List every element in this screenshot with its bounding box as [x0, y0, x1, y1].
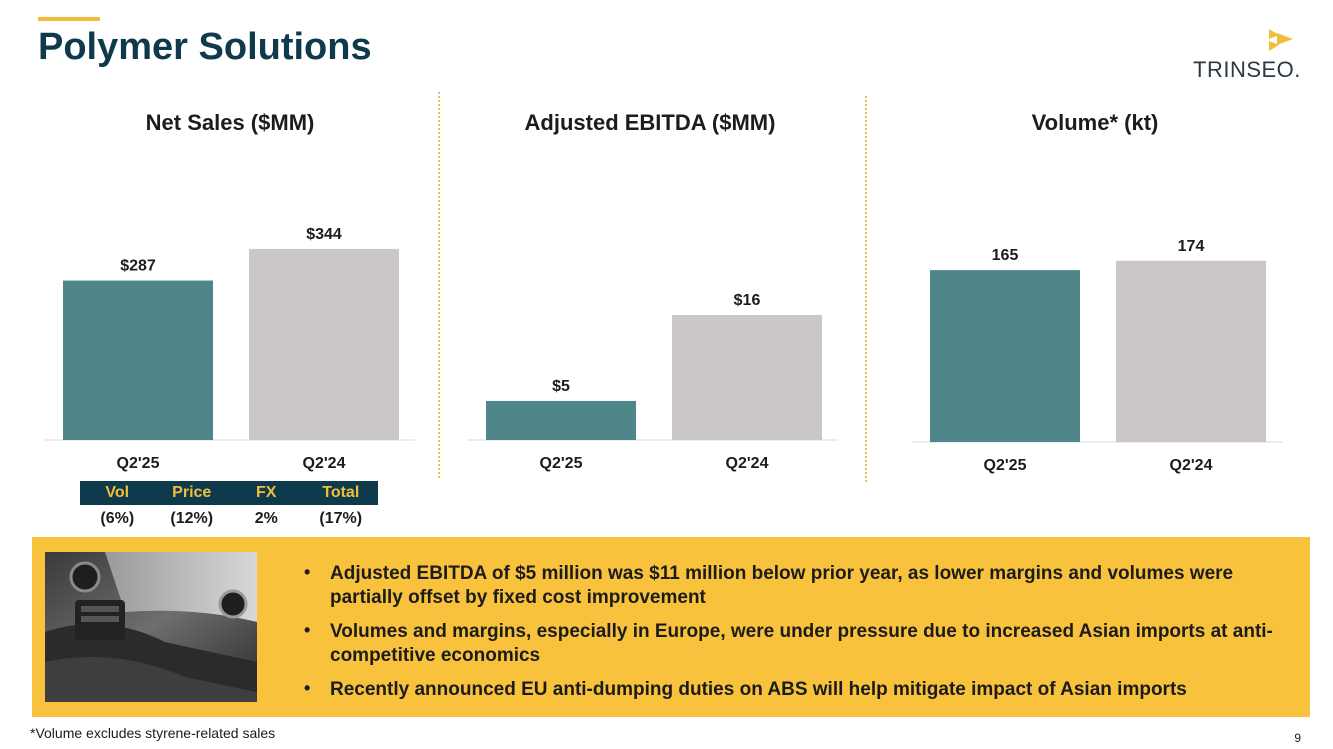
page-title: Polymer Solutions — [38, 26, 372, 68]
net-sales-category-label-0: Q2'25 — [117, 455, 160, 472]
ebitda-category-label-0: Q2'25 — [540, 455, 583, 472]
net-sales-bar-1 — [249, 248, 399, 440]
impact-value-vol: (6%) — [100, 510, 135, 527]
ebitda-chart: $5 Q2'25 $16 Q2'24 — [468, 292, 838, 472]
logo-text: TRINSEO. — [1193, 57, 1301, 82]
net-sales-title: Net Sales ($MM) — [145, 110, 315, 135]
impact-table-values: (6%) (12%) 2% (17%) — [80, 507, 378, 531]
volume-data-label-0: 165 — [992, 247, 1019, 264]
impact-header-vol: Vol — [105, 484, 130, 501]
net-sales-chart: $287 Q2'25 $344 Q2'24 — [45, 226, 415, 472]
divider-right — [865, 96, 867, 482]
ebitda-title: Adjusted EBITDA ($MM) — [524, 110, 776, 135]
net-sales-data-label-0: $287 — [120, 258, 156, 275]
volume-chart: 165 Q2'25 174 Q2'24 — [912, 238, 1282, 474]
ebitda-bar-0 — [486, 400, 636, 440]
impact-value-price: (12%) — [170, 510, 214, 527]
volume-data-label-1: 174 — [1178, 238, 1205, 255]
volume-bar-0 — [930, 270, 1080, 442]
logo-mark-icon — [1269, 29, 1293, 51]
page-number: 9 — [1294, 731, 1301, 745]
ebitda-data-label-0: $5 — [552, 378, 570, 395]
volume-title: Volume* (kt) — [1031, 110, 1159, 135]
bullet-marker: • — [304, 678, 311, 698]
ebitda-category-label-1: Q2'24 — [726, 455, 769, 472]
impact-value-total: (17%) — [319, 510, 363, 527]
car-interior-photo — [45, 552, 257, 702]
ebitda-data-label-1: $16 — [734, 292, 761, 309]
divider-left — [438, 92, 440, 478]
sales-impact-table: Vol Price FX Total (6%) (12%) 2% (17%) — [80, 481, 378, 531]
impact-header-price: Price — [172, 484, 212, 501]
impact-value-fx: 2% — [254, 510, 278, 527]
net-sales-data-label-1: $344 — [306, 226, 342, 243]
impact-header-total: Total — [322, 484, 360, 501]
bullet-marker: • — [304, 562, 311, 582]
commentary-box: • Adjusted EBITDA of $5 million was $11 … — [32, 537, 1310, 717]
impact-table-header: Vol Price FX Total — [80, 481, 378, 505]
net-sales-category-label-1: Q2'24 — [303, 455, 346, 472]
bullet-text: Recently announced EU anti-dumping dutie… — [330, 679, 1187, 700]
commentary-bullets: • Adjusted EBITDA of $5 million was $11 … — [304, 562, 1294, 712]
ebitda-bar-1 — [672, 315, 822, 440]
volume-bar-1 — [1116, 260, 1266, 442]
bullet-text: Volumes and margins, especially in Europ… — [330, 621, 1273, 666]
bullet-item: • Volumes and margins, especially in Eur… — [304, 620, 1294, 668]
net-sales-bar-0 — [63, 280, 213, 440]
title-accent-line — [38, 17, 100, 21]
bullet-marker: • — [304, 620, 311, 640]
bullet-text: Adjusted EBITDA of $5 million was $11 mi… — [330, 563, 1234, 608]
volume-category-label-1: Q2'24 — [1170, 457, 1213, 474]
impact-header-fx: FX — [256, 484, 277, 501]
bullet-item: • Recently announced EU anti-dumping dut… — [304, 678, 1294, 702]
footnote: *Volume excludes styrene-related sales — [30, 725, 276, 741]
volume-category-label-0: Q2'25 — [984, 457, 1027, 474]
trinseo-logo: TRINSEO. — [1191, 27, 1301, 82]
bullet-item: • Adjusted EBITDA of $5 million was $11 … — [304, 562, 1294, 610]
